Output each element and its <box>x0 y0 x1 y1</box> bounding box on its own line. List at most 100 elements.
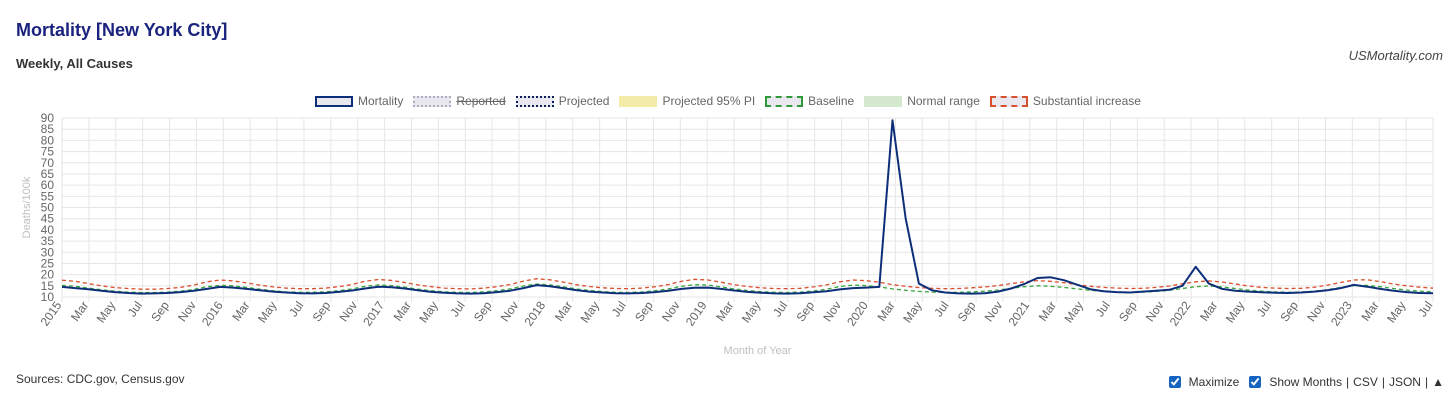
y-tick-label: 55 <box>41 189 55 203</box>
y-tick-label: 90 <box>41 111 55 125</box>
x-tick-label: 2022 <box>1167 298 1194 328</box>
x-tick-label: Mar <box>229 299 252 324</box>
x-tick-label: Nov <box>175 299 199 325</box>
x-tick-label: May <box>1223 299 1247 326</box>
x-tick-label: Nov <box>498 299 522 325</box>
x-tick-label: May <box>255 299 279 326</box>
x-tick-label: 2018 <box>522 298 549 328</box>
y-tick-label: 70 <box>41 156 55 170</box>
x-tick-label: Mar <box>391 299 414 324</box>
y-tick-label: 50 <box>41 201 55 215</box>
chart-title: Mortality [New York City] <box>16 20 228 40</box>
x-tick-label: Nov <box>659 299 683 325</box>
legend-item-reported[interactable]: Reported <box>413 94 506 108</box>
y-tick-label: 25 <box>41 256 55 270</box>
legend-swatch <box>515 95 554 107</box>
x-tick-label: 2019 <box>683 298 710 328</box>
x-tick-label: Nov <box>1304 299 1328 325</box>
legend-label: Normal range <box>907 94 980 108</box>
brand-label: USMortality.com <box>1348 48 1443 63</box>
x-tick-label: Jul <box>1254 299 1274 320</box>
x-tick-label: Mar <box>874 299 897 324</box>
x-tick-label: Mar <box>1358 299 1381 324</box>
x-tick-label: May <box>1062 299 1086 326</box>
series-line-baseline <box>61 283 1434 294</box>
legend-swatch <box>619 95 658 107</box>
x-tick-label: Sep <box>1277 298 1301 324</box>
show-months-label[interactable]: Show Months <box>1269 375 1343 389</box>
x-tick-label: Mar <box>1197 299 1220 324</box>
chart-subtitle: Weekly, All Causes <box>16 56 133 71</box>
x-tick-label: Nov <box>336 299 360 325</box>
x-tick-label: 2016 <box>199 298 226 328</box>
x-tick-label: 2020 <box>844 298 871 328</box>
legend-label: Baseline <box>808 94 855 108</box>
x-tick-label: Mar <box>713 299 736 324</box>
x-tick-label: May <box>739 299 763 326</box>
x-tick-label: Nov <box>1143 299 1167 325</box>
x-tick-label: 2023 <box>1328 298 1355 328</box>
separator: | <box>1424 375 1429 389</box>
legend-label: Projected 95% PI <box>662 94 756 108</box>
legend-item-projected-95-pi[interactable]: Projected 95% PI <box>619 94 755 108</box>
y-tick-label: 30 <box>41 245 55 259</box>
legend-swatch <box>765 95 804 107</box>
json-link[interactable]: JSON <box>1388 375 1421 389</box>
x-tick-label: Jul <box>286 299 306 320</box>
y-tick-label: 60 <box>41 178 55 192</box>
legend-label: Projected <box>558 94 610 108</box>
legend-label: Mortality <box>358 94 404 108</box>
chart-controls: Maximize Show Months | CSV | JSON | ▲ <box>1168 375 1444 389</box>
scroll-up-icon[interactable]: ▲ <box>1432 375 1444 389</box>
legend-label: Substantial increase <box>1032 94 1141 108</box>
legend-swatch <box>315 95 354 107</box>
sources-text: Sources: CDC.gov, Census.gov <box>16 372 185 386</box>
x-tick-label: Nov <box>820 299 844 325</box>
x-tick-label: Sep <box>310 298 334 324</box>
x-tick-label: Mar <box>68 299 91 324</box>
x-tick-label: Jul <box>1093 299 1113 320</box>
legend-item-baseline[interactable]: Baseline <box>765 94 854 108</box>
x-tick-label: Mar <box>552 299 575 324</box>
y-tick-label: 65 <box>41 167 55 181</box>
x-tick-label: Sep <box>471 298 495 324</box>
x-tick-label: 2021 <box>1005 298 1032 328</box>
x-tick-label: Jul <box>1415 299 1435 320</box>
x-tick-label: 2017 <box>360 298 387 328</box>
y-axis-title: Deaths/100k <box>21 176 33 238</box>
y-tick-label: 15 <box>41 279 55 293</box>
x-tick-label: Sep <box>632 298 656 324</box>
x-tick-label: Jul <box>447 299 467 320</box>
y-tick-label: 20 <box>41 268 55 282</box>
legend-item-mortality[interactable]: Mortality <box>315 94 403 108</box>
legend-item-projected[interactable]: Projected <box>515 94 610 108</box>
legend-item-substantial-increase[interactable]: Substantial increase <box>989 94 1141 108</box>
x-tick-label: Jul <box>609 299 629 320</box>
legend-label: Reported <box>456 94 506 108</box>
show-months-checkbox[interactable] <box>1249 376 1262 388</box>
legend-swatch <box>864 95 903 107</box>
y-tick-label: 10 <box>41 290 55 304</box>
series-line-mortality <box>61 119 1434 295</box>
y-tick-label: 75 <box>41 145 55 159</box>
maximize-label[interactable]: Maximize <box>1188 375 1240 389</box>
x-tick-label: Sep <box>148 298 172 324</box>
separator: | <box>1381 375 1385 389</box>
separator: | <box>1346 375 1350 389</box>
legend-item-normal-range[interactable]: Normal range <box>864 94 980 108</box>
x-tick-label: May <box>94 299 118 326</box>
maximize-checkbox[interactable] <box>1168 376 1181 388</box>
x-tick-label: Sep <box>793 298 817 324</box>
x-tick-label: Jul <box>931 299 951 320</box>
legend-swatch <box>989 95 1028 107</box>
y-tick-label: 35 <box>41 234 55 248</box>
x-tick-label: Jul <box>125 299 145 320</box>
y-tick-label: 40 <box>41 223 55 237</box>
y-tick-label: 85 <box>41 122 55 136</box>
x-tick-label: May <box>578 299 602 326</box>
chart-legend: Mortality Reported Projected Projected 95% … <box>0 94 1456 108</box>
legend-swatch <box>413 95 452 107</box>
x-tick-label: May <box>1384 299 1408 326</box>
csv-link[interactable]: CSV <box>1353 375 1378 389</box>
